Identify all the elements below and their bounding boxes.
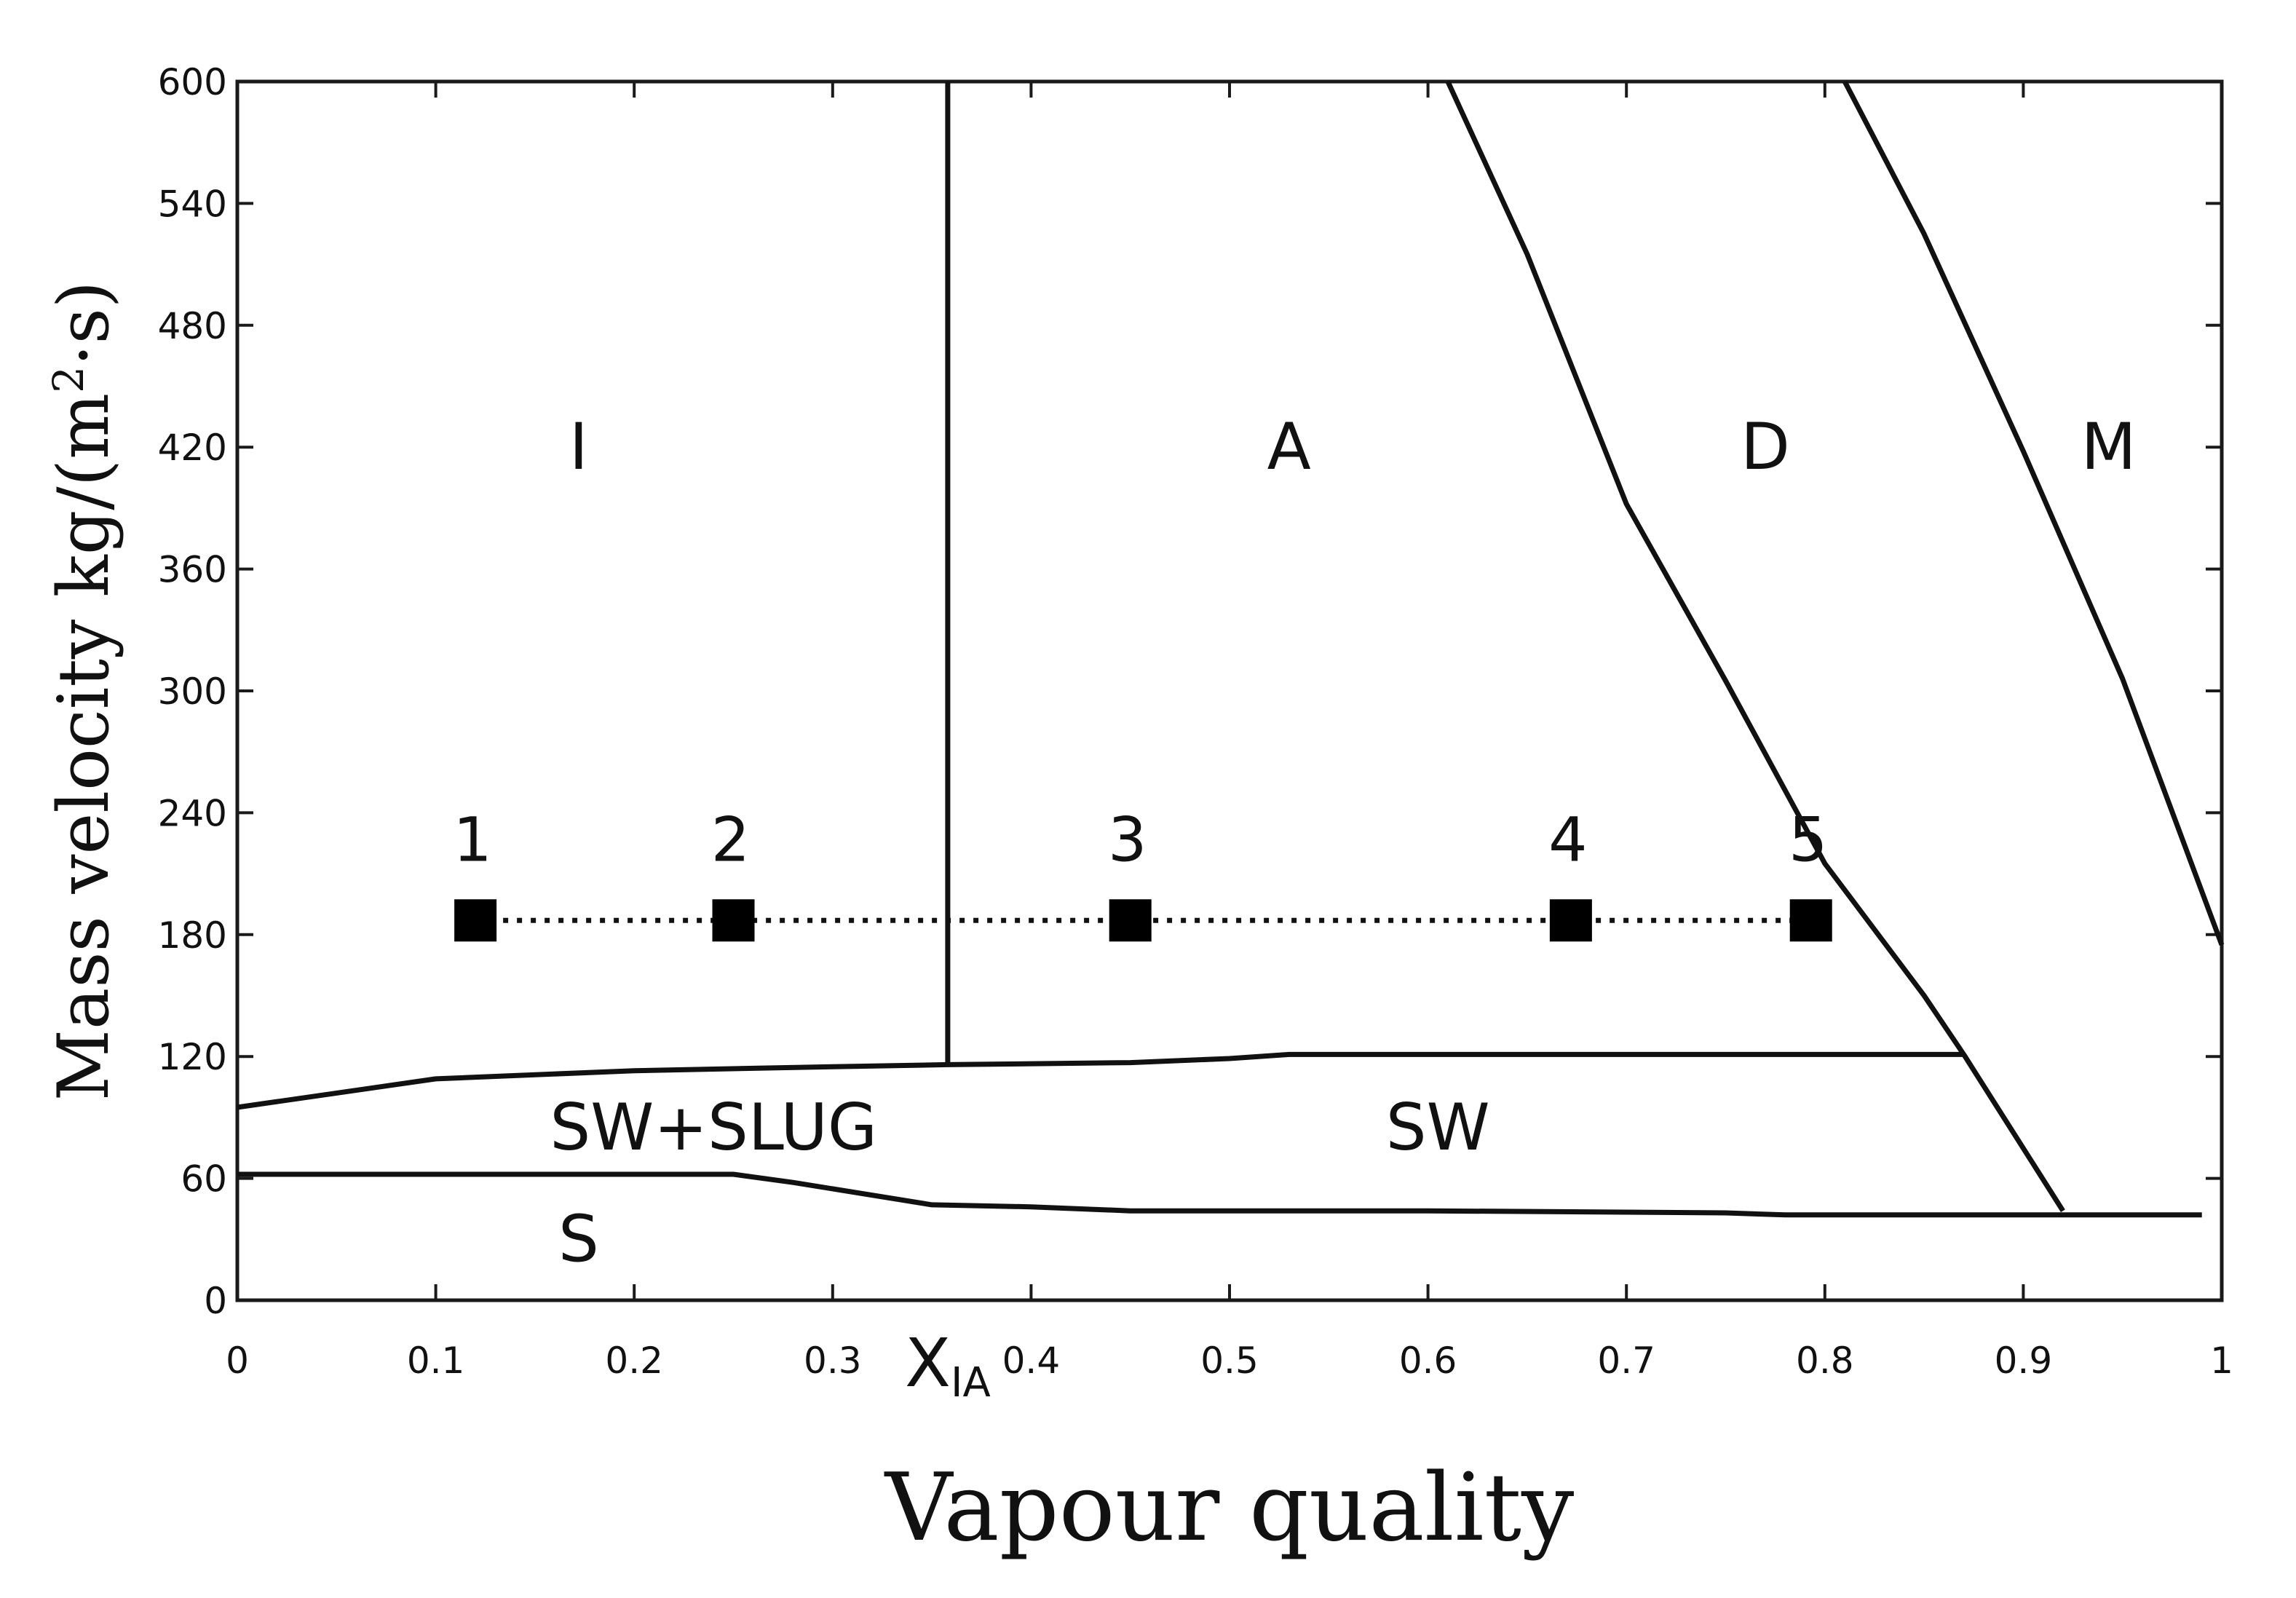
y-tick-label: 300 — [158, 671, 227, 713]
boundary-line — [1842, 80, 2225, 946]
axis-ticks — [236, 80, 2223, 1302]
boundary-line — [1445, 80, 2065, 1213]
regime-label: M — [2081, 409, 2137, 484]
x-tick-label: 0 — [226, 1340, 249, 1382]
y-tick-label: 120 — [158, 1036, 227, 1078]
operating-point-label: 5 — [1789, 804, 1827, 875]
y-tick-label: 600 — [158, 61, 227, 103]
regime-label: S — [558, 1201, 599, 1276]
regime-label: SW — [1386, 1090, 1490, 1165]
x-tick-label: 0.8 — [1796, 1340, 1854, 1382]
x-tick-label: 0.6 — [1399, 1340, 1457, 1382]
x-tick-label: 0.1 — [407, 1340, 465, 1382]
y-tick-label: 60 — [181, 1158, 227, 1201]
y-axis-title-main: Mass velocity kg/(m — [43, 393, 124, 1101]
x-tick-label: 0.7 — [1597, 1340, 1655, 1382]
y-tick-label: 240 — [158, 792, 227, 834]
y-tick-label: 480 — [158, 305, 227, 347]
y-tick-labels: 0 60 120 180 240 300 360 420 480 540 600 — [158, 61, 227, 1322]
operating-point-marker — [454, 899, 497, 942]
x-tick-label: 0.9 — [1995, 1340, 2053, 1382]
operating-point-label: 4 — [1548, 804, 1587, 875]
regime-label: SW+SLUG — [550, 1090, 877, 1165]
y-tick-label: 180 — [158, 914, 227, 957]
regime-label: D — [1741, 409, 1790, 484]
x-tick-labels: 0 0.1 0.2 0.3 0.4 0.5 0.6 0.7 0.8 0.9 1 — [226, 1340, 2233, 1382]
y-tick-label: 420 — [158, 427, 227, 469]
plot-area-frame — [235, 79, 2224, 1302]
x-tick-label: 0.2 — [605, 1340, 663, 1382]
xia-main: X — [905, 1324, 951, 1402]
y-tick-label: 540 — [158, 183, 227, 225]
xia-annotation: XIA — [905, 1324, 991, 1407]
x-tick-label: 0.4 — [1002, 1340, 1061, 1382]
operating-point-label: 3 — [1108, 804, 1147, 875]
x-tick-label: 0.3 — [804, 1340, 862, 1382]
x-tick-label: 1 — [2210, 1340, 2233, 1382]
boundary-line — [237, 1171, 2202, 1218]
operating-point-marker — [1109, 899, 1152, 942]
operating-point-marker — [712, 899, 755, 942]
operating-point-label: 2 — [711, 804, 750, 875]
x-axis-title: Vapour quality — [884, 1454, 1575, 1562]
operating-points: 1 2 3 4 5 — [453, 804, 1832, 942]
operating-point-marker — [1549, 899, 1592, 942]
x-tick-label: 0.5 — [1200, 1340, 1259, 1382]
y-axis-title-sup: 2 — [44, 366, 93, 393]
regime-label: I — [569, 409, 588, 484]
operating-point-label: 1 — [453, 804, 491, 875]
y-tick-label: 360 — [158, 549, 227, 591]
xia-sub: IA — [951, 1359, 991, 1407]
regime-labels: I A D M SW+SLUG SW S — [550, 409, 2136, 1276]
regime-label: A — [1267, 409, 1311, 484]
boundary-line — [237, 1051, 1964, 1110]
y-axis-title-end: ·s) — [43, 281, 124, 366]
y-tick-label: 0 — [204, 1280, 227, 1322]
operating-point-marker — [1789, 899, 1832, 942]
y-axis-title: Mass velocity kg/(m2·s) — [43, 281, 124, 1101]
regime-boundaries — [237, 80, 2225, 1218]
